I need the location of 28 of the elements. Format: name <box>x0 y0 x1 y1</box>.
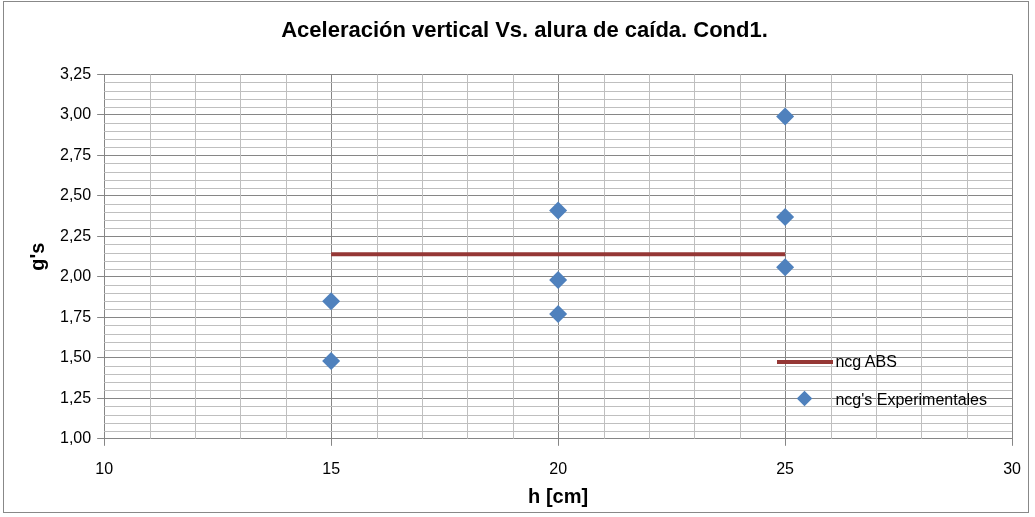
y-tick-label: 1,75 <box>60 307 92 325</box>
x-tick-label: 15 <box>322 459 341 477</box>
point <box>322 292 341 311</box>
y-tick-label: 1,25 <box>60 388 92 406</box>
x-tick-label: 10 <box>95 459 114 477</box>
legend-label: ncg's Experimentales <box>835 391 987 409</box>
y-axis-title: g's <box>25 242 48 271</box>
x-axis-title: h [cm] <box>528 484 589 507</box>
point <box>549 305 568 324</box>
y-tick-label: 2,50 <box>60 186 92 204</box>
point <box>322 352 341 371</box>
point <box>776 107 795 126</box>
y-tick-label: 1,00 <box>60 429 92 447</box>
x-tick-label: 30 <box>1003 459 1022 477</box>
x-tick-label: 25 <box>776 459 795 477</box>
point <box>549 271 568 290</box>
point <box>549 201 568 220</box>
y-tick-label: 2,75 <box>60 145 92 163</box>
chart-title: Aceleración vertical Vs. alura de caída. Cond1. <box>281 17 768 43</box>
point <box>776 207 795 226</box>
y-tick-label: 3,00 <box>60 105 92 123</box>
y-tick-label: 2,00 <box>60 267 92 285</box>
x-tick-label: 20 <box>549 459 568 477</box>
y-tick-label: 3,25 <box>60 64 92 82</box>
y-tick-label: 1,50 <box>60 348 92 366</box>
y-tick-label: 2,25 <box>60 226 92 244</box>
legend-label: ncg ABS <box>835 353 897 371</box>
point <box>776 258 795 277</box>
